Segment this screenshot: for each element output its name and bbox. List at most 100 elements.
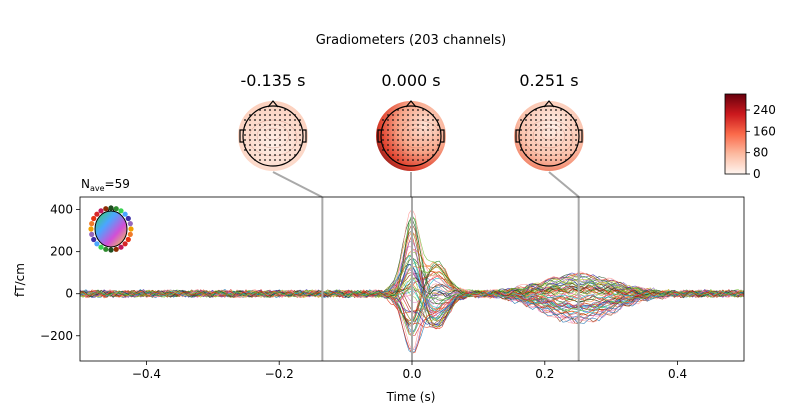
sensor-dot	[432, 124, 434, 126]
sensor-dot	[570, 134, 572, 136]
sensor-dot	[387, 134, 389, 136]
sensor-dot	[525, 144, 527, 146]
sensor-dot	[264, 109, 266, 111]
x-axis-label: Time (s)	[386, 390, 436, 404]
sensor-dot	[289, 154, 291, 156]
sensor-dot	[550, 109, 552, 111]
sensor-dot	[560, 124, 562, 126]
sensor-dot	[289, 129, 291, 131]
sensor-dot	[284, 139, 286, 141]
sensor-dot	[412, 124, 414, 126]
sensor-dot	[540, 119, 542, 121]
topomap-contour	[248, 119, 298, 157]
sensor-dot	[299, 144, 301, 146]
sensor-dot	[397, 109, 399, 111]
sensor-dot	[392, 154, 394, 156]
sensor-dot	[259, 159, 261, 161]
sensor-dot	[259, 114, 261, 116]
sensor-dot	[535, 124, 537, 126]
sensor-dot	[397, 134, 399, 136]
x-tick-label: −0.2	[265, 367, 294, 381]
sensor-dot	[560, 139, 562, 141]
sensor-inset-dot	[125, 215, 131, 222]
sensor-dot	[254, 134, 256, 136]
sensor-dot	[422, 159, 424, 161]
sensor-dot	[535, 154, 537, 156]
sensor-dot	[402, 144, 404, 146]
sensor-dot	[575, 149, 577, 151]
sensor-dot	[274, 109, 276, 111]
sensor-dot	[397, 149, 399, 151]
sensor-dot	[402, 114, 404, 116]
sensor-dot	[525, 129, 527, 131]
topomap-contour	[532, 123, 566, 149]
sensor-dot	[550, 139, 552, 141]
sensor-dot	[289, 139, 291, 141]
sensor-dot	[555, 134, 557, 136]
sensor-dot	[570, 144, 572, 146]
sensor-dot	[407, 159, 409, 161]
x-tick-label: 0.0	[402, 367, 421, 381]
sensor-dot	[412, 114, 414, 116]
sensor-dot	[550, 114, 552, 116]
sensor-dot	[279, 129, 281, 131]
sensor-dot	[417, 119, 419, 121]
sensor-dot	[274, 159, 276, 161]
sensor-dot	[289, 144, 291, 146]
sensor-dot	[525, 134, 527, 136]
nave-label: Nave=59	[81, 177, 130, 193]
sensor-dot	[244, 149, 246, 151]
y-axis: −200 0 200 400	[40, 203, 80, 343]
topomap-2	[376, 100, 446, 171]
sensor-dot	[259, 129, 261, 131]
sensor-dot	[550, 129, 552, 131]
sensor-inset-dot	[98, 244, 104, 250]
sensor-dot	[520, 134, 522, 136]
sensor-dot	[269, 149, 271, 151]
sensor-dot	[565, 134, 567, 136]
sensor-dot	[417, 129, 419, 131]
sensor-dot	[254, 144, 256, 146]
sensor-dot	[520, 139, 522, 141]
sensor-dot	[545, 109, 547, 111]
sensor-inset-dot	[89, 221, 95, 227]
sensor-dot	[422, 114, 424, 116]
sensor-dot	[392, 144, 394, 146]
sensor-dot	[560, 154, 562, 156]
sensor-dot	[402, 109, 404, 111]
sensor-dot	[427, 119, 429, 121]
sensor-dot	[540, 134, 542, 136]
colorbar: 0 80 160 240	[724, 93, 776, 181]
sensor-dot	[249, 149, 251, 151]
sensor-dot	[535, 134, 537, 136]
sensor-dot	[279, 149, 281, 151]
sensor-dot	[565, 139, 567, 141]
topomap-contour	[400, 123, 434, 149]
sensor-dot	[437, 124, 439, 126]
sensor-dot	[264, 114, 266, 116]
sensor-dot	[289, 159, 291, 161]
sensor-dot	[560, 159, 562, 161]
sensor-dot	[259, 109, 261, 111]
sensor-dot	[412, 159, 414, 161]
sensor-dot	[427, 134, 429, 136]
sensor-dot	[540, 109, 542, 111]
sensor-dot	[274, 124, 276, 126]
sensor-dot	[545, 119, 547, 121]
chart-title: Gradiometers (203 channels)	[316, 33, 507, 48]
sensor-dot	[545, 139, 547, 141]
sensor-dot	[545, 134, 547, 136]
sensor-dot	[294, 149, 296, 151]
sensor-dot	[545, 159, 547, 161]
sensor-dot	[387, 149, 389, 151]
sensor-dot	[575, 144, 577, 146]
sensor-dot	[417, 139, 419, 141]
sensor-dot	[299, 139, 301, 141]
sensor-dot	[422, 144, 424, 146]
sensor-dot	[259, 139, 261, 141]
sensor-dot	[264, 159, 266, 161]
sensor-dot	[422, 154, 424, 156]
sensor-dot	[407, 144, 409, 146]
sensor-dot	[412, 139, 414, 141]
